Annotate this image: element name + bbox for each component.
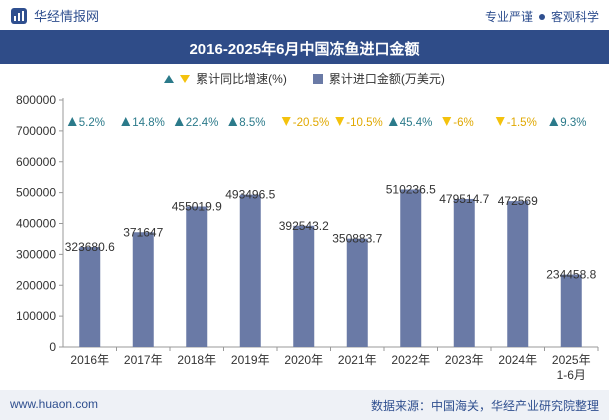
growth-up-triangle <box>228 117 238 126</box>
y-tick-label: 400000 <box>16 217 56 231</box>
bar-value-label: 510236.5 <box>386 182 436 196</box>
y-tick-label: 100000 <box>16 309 56 323</box>
growth-label: 45.4% <box>400 117 433 129</box>
growth-down-triangle <box>442 117 452 126</box>
x-tick-label: 2023年 <box>445 353 484 367</box>
x-tick-label: 2024年 <box>498 353 537 367</box>
bar <box>507 201 529 347</box>
bar-value-label: 472569 <box>498 194 538 208</box>
bar-value-label: 371647 <box>123 225 163 239</box>
growth-label: -1.5% <box>507 117 537 129</box>
chart-title: 2016-2025年6月中国冻鱼进口金额 <box>189 41 420 58</box>
growth-label: -10.5% <box>346 117 382 129</box>
bar <box>453 198 475 347</box>
growth-label: 14.8% <box>132 117 165 129</box>
tagline-left: 专业严谨 <box>484 10 533 24</box>
bar-value-label: 392543.2 <box>279 219 329 233</box>
growth-up-triangle <box>174 117 184 126</box>
growth-label: 22.4% <box>186 117 219 129</box>
bar-value-label: 323680.6 <box>65 240 115 254</box>
footer: www.huaon.com 数据来源：中国海关，华经产业研究院整理 <box>0 390 609 420</box>
bar-chart: 0 100000 200000 300000 400000 500000 600000 700… <box>16 93 599 382</box>
growth-label: -20.5% <box>293 117 329 129</box>
growth-label: -6% <box>453 117 473 129</box>
bar-value-label: 350883.7 <box>332 232 382 246</box>
legend-label-growth: 累计同比增速(%) <box>196 72 287 86</box>
bar-value-label: 479514.7 <box>439 192 489 206</box>
growth-label: 8.5% <box>239 117 265 129</box>
legend-label-amount: 累计进口金额(万美元) <box>328 72 445 86</box>
bar <box>239 194 261 347</box>
brand: 华经情报网 <box>10 6 99 25</box>
x-tick-label: 1-6月 <box>557 368 586 382</box>
y-tick-label: 600000 <box>16 155 56 169</box>
bar <box>79 247 101 347</box>
footer-source: 数据来源：中国海关，华经产业研究院整理 <box>370 399 599 413</box>
y-tick-label: 0 <box>49 340 56 354</box>
y-tick-label: 700000 <box>16 124 56 138</box>
growth-up-triangle <box>549 117 559 126</box>
x-tick-label: 2020年 <box>284 353 323 367</box>
legend-item-growth: 累计同比增速(%) <box>164 70 287 87</box>
bar <box>132 232 154 347</box>
brand-name: 华经情报网 <box>34 9 100 24</box>
growth-label: 5.2% <box>79 117 105 129</box>
growth-up-triangle <box>121 117 131 126</box>
bar-swatch-icon <box>312 73 323 84</box>
x-tick-label: 2025年 <box>552 353 591 367</box>
separator-dot-icon <box>538 13 545 20</box>
bar-value-label: 234458.8 <box>546 268 596 282</box>
growth-up-triangle <box>388 117 398 126</box>
bar <box>186 206 208 347</box>
footer-website: www.huaon.com <box>10 397 99 411</box>
growth-down-triangle <box>495 117 505 126</box>
y-tick-label: 500000 <box>16 186 56 200</box>
x-tick-label: 2021年 <box>338 353 377 367</box>
tagline-right: 客观科学 <box>550 10 599 24</box>
title-bar: 2016-2025年6月中国冻鱼进口金额 <box>0 30 609 64</box>
top-bar: 华经情报网 专业严谨 客观科学 <box>0 0 609 30</box>
growth-down-triangle <box>335 117 345 126</box>
growth-down-triangle <box>281 117 291 126</box>
x-tick-label: 2022年 <box>391 353 430 367</box>
x-tick-label: 2016年 <box>70 353 109 367</box>
legend-item-amount: 累计进口金额(万美元) <box>312 70 445 87</box>
growth-up-triangle <box>67 117 77 126</box>
up-triangle-icon <box>164 74 175 83</box>
bar-value-label: 455019.9 <box>172 200 222 214</box>
bar <box>293 225 315 347</box>
x-tick-label: 2018年 <box>177 353 216 367</box>
growth-label: 9.3% <box>560 117 586 129</box>
huajing-logo-icon <box>11 7 27 24</box>
y-tick-label: 200000 <box>16 278 56 292</box>
bar-value-label: 493496.5 <box>225 188 275 202</box>
x-tick-label: 2019年 <box>231 353 270 367</box>
tagline: 专业严谨 客观科学 <box>485 8 599 25</box>
down-triangle-icon <box>180 74 191 83</box>
x-tick-label: 2017年 <box>124 353 163 367</box>
bar <box>560 274 582 347</box>
y-tick-label: 300000 <box>16 247 56 261</box>
bar <box>346 238 368 347</box>
chart-legend: 累计同比增速(%) 累计进口金额(万美元) <box>0 70 609 87</box>
bar <box>400 189 422 347</box>
y-tick-label: 800000 <box>16 93 56 107</box>
